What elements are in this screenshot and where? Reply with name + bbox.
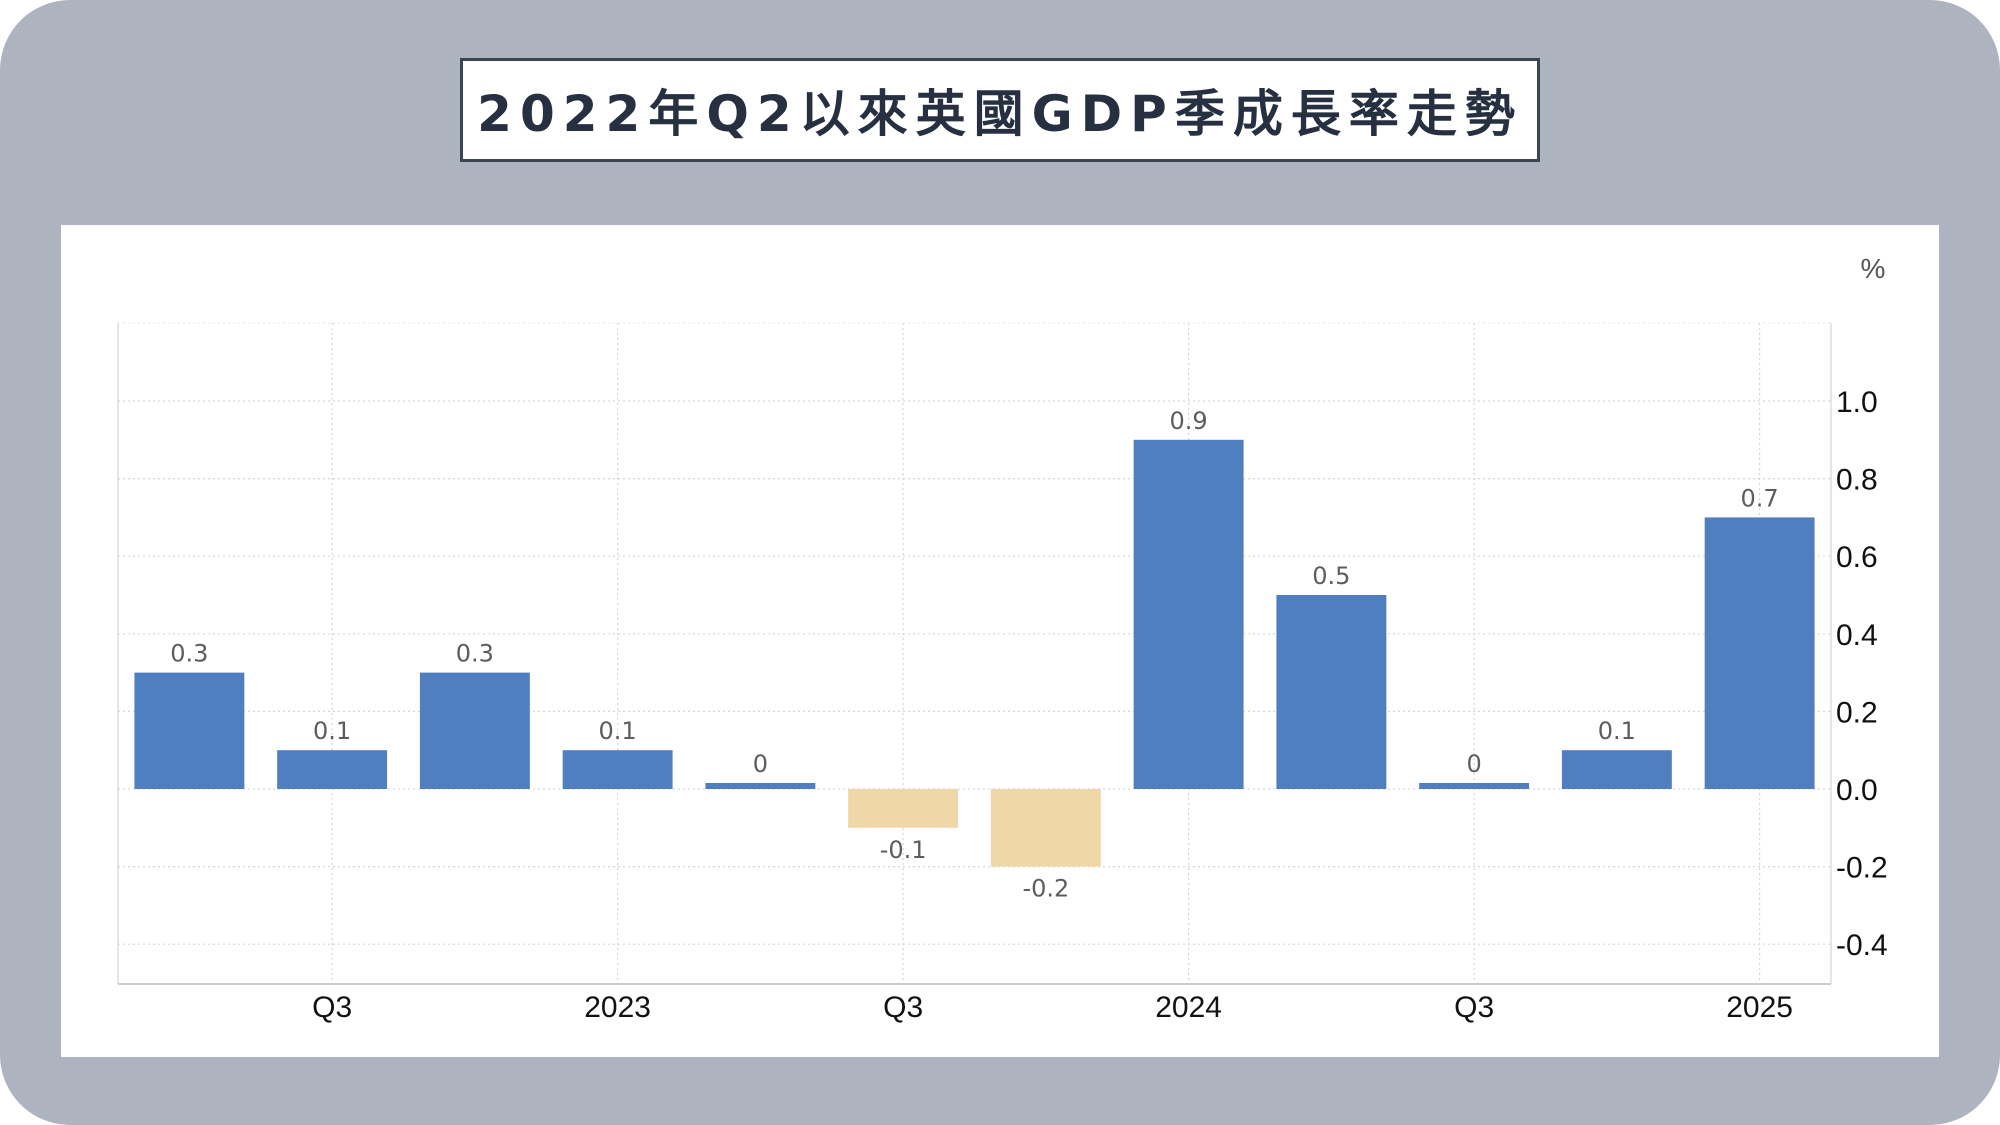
bar-2024-q1 bbox=[1133, 439, 1244, 789]
data-label: 0.1 bbox=[313, 717, 351, 745]
data-label: 0.5 bbox=[1312, 562, 1350, 590]
y-tick-label: 0.2 bbox=[1836, 696, 1878, 729]
bar-2022-q3 bbox=[277, 750, 388, 789]
bar-2023-q4 bbox=[990, 789, 1101, 867]
data-label: 0.7 bbox=[1741, 484, 1779, 512]
chart-panel: 1.0 0.8 0.6 0.4 0.2 0.0 -0.2 -0.4 Q3 2023 Q3 2024 Q3… bbox=[61, 225, 1939, 1057]
y-tick-label: 0.6 bbox=[1836, 541, 1878, 574]
x-tick-label: Q3 bbox=[883, 991, 923, 1024]
x-tick-label: 2024 bbox=[1155, 991, 1222, 1024]
bar-2023-q3 bbox=[848, 789, 959, 828]
bar-2024-q2 bbox=[1276, 595, 1387, 789]
y-tick-label: 0.8 bbox=[1836, 464, 1878, 497]
y-axis-unit: % bbox=[1861, 253, 1886, 284]
bar-2025-q1 bbox=[1704, 517, 1815, 789]
data-label: 0.3 bbox=[456, 640, 494, 668]
data-label: -0.2 bbox=[1022, 875, 1069, 903]
bar-2022-q4 bbox=[419, 672, 530, 789]
bar-2022-q2 bbox=[134, 672, 245, 789]
data-label: 0 bbox=[1466, 750, 1481, 778]
bar-2023-q1 bbox=[562, 750, 673, 789]
chart-title: 2022年Q2以來英國GDP季成長率走勢 bbox=[477, 85, 1523, 143]
x-tick-label: Q3 bbox=[312, 991, 352, 1024]
data-label: 0.1 bbox=[1598, 717, 1636, 745]
data-label: -0.1 bbox=[880, 836, 927, 864]
x-tick-label: 2023 bbox=[584, 991, 651, 1024]
y-tick-label: 0.4 bbox=[1836, 619, 1878, 652]
x-tick-label: 2025 bbox=[1726, 991, 1793, 1024]
y-tick-label: 0.0 bbox=[1836, 774, 1878, 807]
y-tick-label: -0.4 bbox=[1836, 929, 1888, 962]
bar-chart: 1.0 0.8 0.6 0.4 0.2 0.0 -0.2 -0.4 Q3 2023 Q3 2024 Q3… bbox=[117, 253, 1888, 1024]
bar-2024-q3 bbox=[1419, 783, 1530, 789]
bar-2024-q4 bbox=[1561, 750, 1672, 789]
data-label: 0.3 bbox=[170, 640, 208, 668]
y-tick-label: -0.2 bbox=[1836, 852, 1888, 885]
y-tick-label: 1.0 bbox=[1836, 386, 1878, 419]
title-box: 2022年Q2以來英國GDP季成長率走勢 bbox=[460, 58, 1540, 162]
data-label: 0.9 bbox=[1170, 407, 1208, 435]
bar-2023-q2 bbox=[705, 783, 816, 789]
data-label: 0 bbox=[753, 750, 768, 778]
x-tick-label: Q3 bbox=[1454, 991, 1494, 1024]
data-label: 0.1 bbox=[599, 717, 637, 745]
